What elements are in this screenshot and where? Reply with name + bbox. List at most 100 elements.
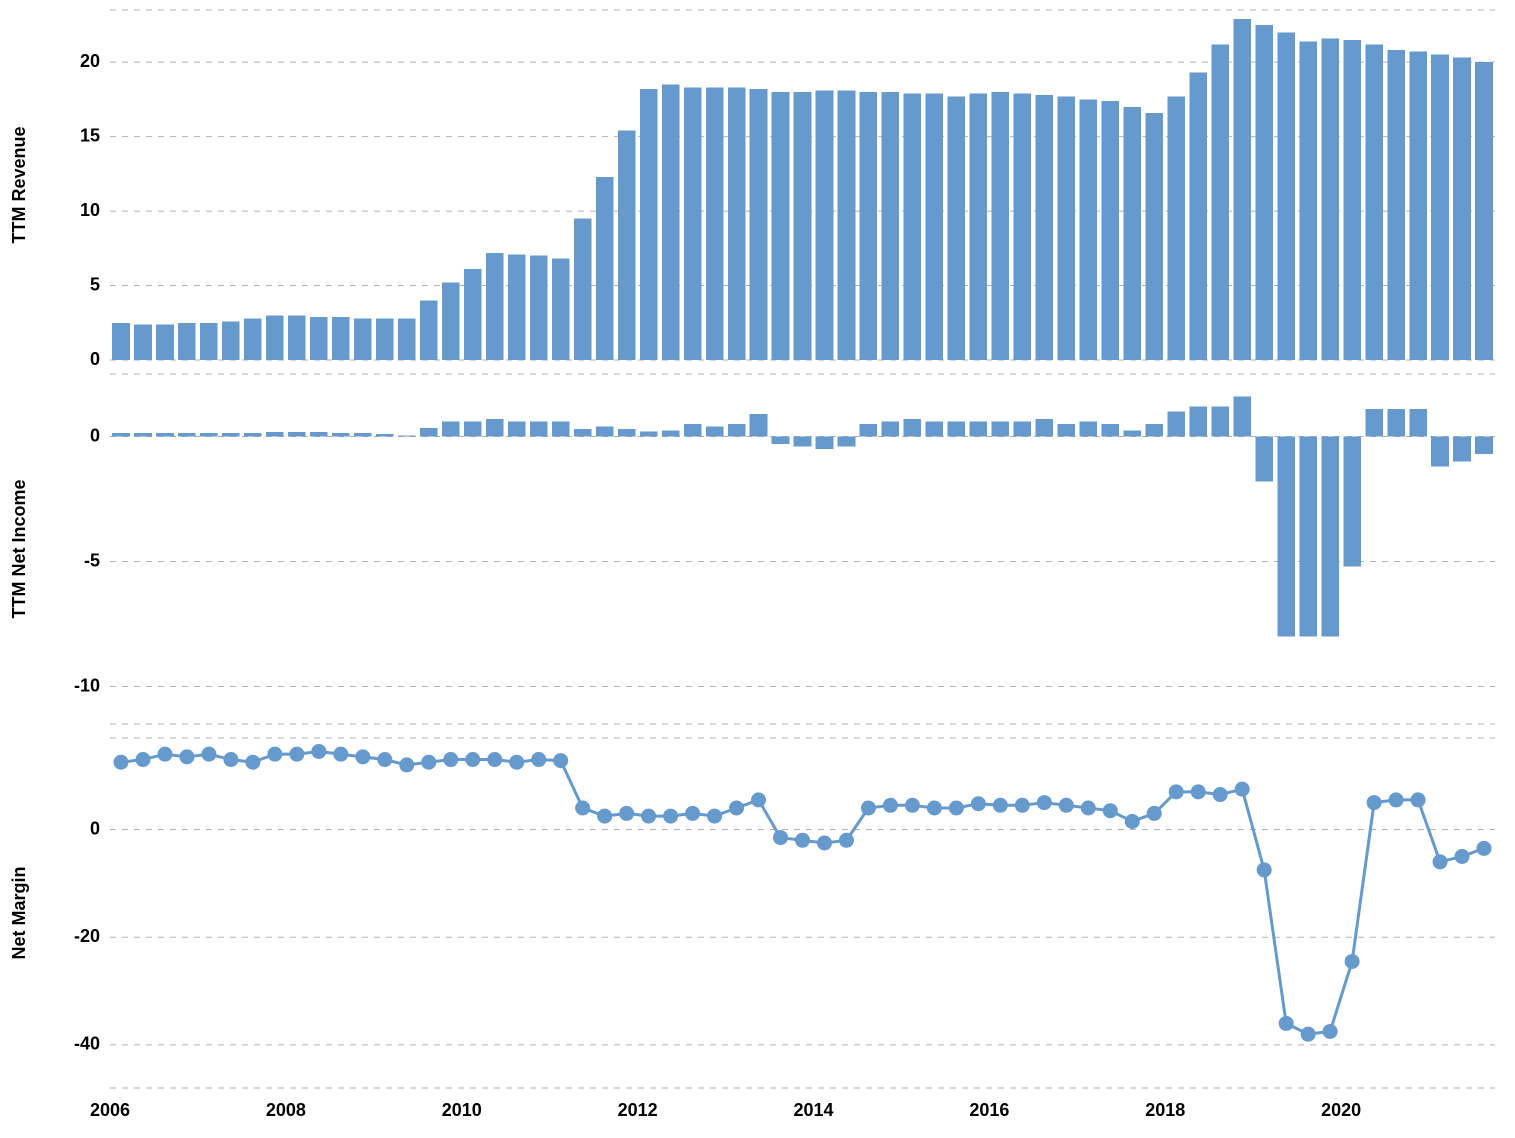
marker [1059, 798, 1074, 813]
bar [1145, 424, 1163, 437]
bar [354, 318, 372, 360]
bar [1475, 437, 1493, 455]
bar [134, 324, 152, 360]
marker [135, 752, 150, 767]
bar [530, 256, 548, 360]
bar [684, 87, 702, 360]
marker [1323, 1024, 1338, 1039]
ttm-net-income-panel: -10-50TTM Net Income [9, 374, 1495, 724]
financial-multipanel-chart: 05101520TTM Revenue-10-50TTM Net Income-… [0, 0, 1515, 1138]
bar [1365, 409, 1383, 437]
marker [597, 809, 612, 824]
bar [1123, 107, 1141, 360]
marker [355, 749, 370, 764]
bar [816, 90, 834, 360]
line-series [121, 751, 1484, 1034]
marker [465, 752, 480, 767]
bar [596, 177, 614, 360]
bar [992, 92, 1010, 360]
bar [1409, 409, 1427, 437]
bar [420, 428, 438, 437]
xtick-label: 2018 [1145, 1100, 1185, 1120]
bar [552, 259, 570, 360]
ytick-label: 0 [90, 818, 100, 838]
marker [1213, 787, 1228, 802]
bar [904, 93, 922, 360]
bar [574, 429, 592, 437]
bar [134, 433, 152, 437]
xtick-label: 2020 [1321, 1100, 1361, 1120]
bar [1299, 437, 1317, 637]
xtick-label: 2010 [442, 1100, 482, 1120]
bar [1277, 437, 1295, 637]
bar [860, 92, 878, 360]
bar [1014, 93, 1032, 360]
marker [729, 801, 744, 816]
bar [750, 89, 768, 360]
bar [706, 87, 724, 360]
bar [1255, 437, 1273, 482]
marker [861, 801, 876, 816]
bar [398, 435, 416, 436]
bar [1453, 437, 1471, 462]
marker [311, 744, 326, 759]
marker [619, 806, 634, 821]
bar [948, 422, 966, 437]
bar [992, 422, 1010, 437]
bar [332, 433, 350, 437]
marker [201, 747, 216, 762]
marker [1345, 954, 1360, 969]
marker [1037, 795, 1052, 810]
marker [1279, 1016, 1294, 1031]
bar [464, 422, 482, 437]
marker [1433, 854, 1448, 869]
bar [354, 433, 372, 437]
bar [1233, 397, 1251, 437]
bar [596, 427, 614, 437]
bar [266, 315, 284, 360]
bar [706, 427, 724, 437]
bar [904, 419, 922, 437]
marker [179, 749, 194, 764]
marker [663, 809, 678, 824]
bar [838, 90, 856, 360]
bar [266, 432, 284, 437]
marker [1477, 841, 1492, 856]
bar [640, 432, 658, 437]
bar [222, 433, 240, 437]
ytick-label: -20 [74, 926, 100, 946]
bar [1233, 19, 1251, 360]
marker [1191, 784, 1206, 799]
marker [839, 833, 854, 848]
marker [443, 752, 458, 767]
bar [178, 323, 196, 360]
marker [817, 836, 832, 851]
marker [1367, 795, 1382, 810]
marker [223, 752, 238, 767]
bar [970, 422, 988, 437]
bar [1058, 424, 1076, 437]
xtick-label: 2008 [266, 1100, 306, 1120]
bar [728, 87, 746, 360]
bar [662, 430, 680, 436]
bar [1101, 424, 1119, 437]
bar [310, 432, 328, 437]
bar [1299, 41, 1317, 360]
bar [926, 93, 944, 360]
bar [1036, 419, 1054, 437]
bar [750, 414, 768, 437]
bar [1014, 422, 1032, 437]
bar [838, 437, 856, 447]
y-axis-title: Net Margin [9, 866, 29, 959]
bar [508, 422, 526, 437]
bar [442, 422, 460, 437]
bar [794, 437, 812, 447]
bar [244, 433, 262, 437]
bar [486, 253, 504, 360]
bar [882, 92, 900, 360]
xtick-label: 2006 [90, 1100, 130, 1120]
ytick-label: 5 [90, 274, 100, 294]
bar [1189, 407, 1207, 437]
marker [1147, 806, 1162, 821]
marker [377, 752, 392, 767]
